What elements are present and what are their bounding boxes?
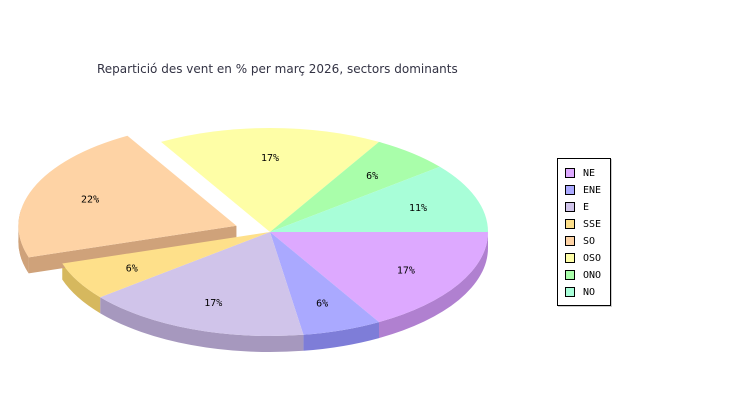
slice-side-sse	[62, 263, 101, 314]
slice-e	[100, 232, 304, 336]
legend-swatch	[565, 185, 575, 195]
slice-side-e	[100, 297, 304, 352]
legend-label: ENE	[583, 184, 602, 196]
slice-no	[270, 166, 488, 232]
legend-swatch	[565, 219, 575, 229]
slice-ne	[270, 232, 488, 323]
legend-swatch	[565, 287, 575, 297]
slice-ene	[270, 232, 379, 335]
slice-label-ono: 6%	[366, 171, 378, 182]
legend-item-no: NO	[565, 285, 595, 299]
slice-label-sse: 6%	[126, 263, 138, 274]
legend-item-oso: OSO	[565, 251, 601, 265]
legend-label: NO	[583, 286, 596, 298]
slice-side-ne	[379, 232, 488, 339]
legend-swatch	[565, 253, 575, 263]
legend-label: NE	[583, 167, 596, 179]
slice-oso	[161, 128, 379, 232]
chart-title: Repartició des vent en % per març 2026, …	[97, 62, 458, 76]
slice-sse	[62, 232, 271, 298]
legend: NE ENE E SSE SO OSO ONO NO	[557, 158, 611, 306]
slice-ono	[270, 141, 440, 232]
legend-item-e: E	[565, 200, 589, 214]
legend-swatch	[565, 168, 575, 178]
slice-label-so: 22%	[81, 195, 99, 206]
legend-label: SSE	[583, 218, 602, 230]
legend-label: ONO	[583, 269, 602, 281]
legend-item-ono: ONO	[565, 268, 601, 282]
legend-label: OSO	[583, 252, 602, 264]
legend-item-sse: SSE	[565, 217, 601, 231]
slice-label-ne: 17%	[397, 265, 415, 276]
legend-item-so: SO	[565, 234, 595, 248]
legend-swatch	[565, 236, 575, 246]
slice-label-ene: 6%	[316, 299, 328, 310]
legend-swatch	[565, 202, 575, 212]
slice-label-oso: 17%	[261, 153, 279, 164]
legend-label: E	[583, 201, 590, 213]
legend-item-ne: NE	[565, 166, 595, 180]
legend-item-ene: ENE	[565, 183, 601, 197]
legend-swatch	[565, 270, 575, 280]
slice-label-e: 17%	[204, 298, 222, 309]
slice-side-ene	[303, 322, 379, 351]
slice-label-no: 11%	[409, 203, 427, 214]
legend-label: SO	[583, 235, 596, 247]
slice-so	[18, 135, 237, 258]
